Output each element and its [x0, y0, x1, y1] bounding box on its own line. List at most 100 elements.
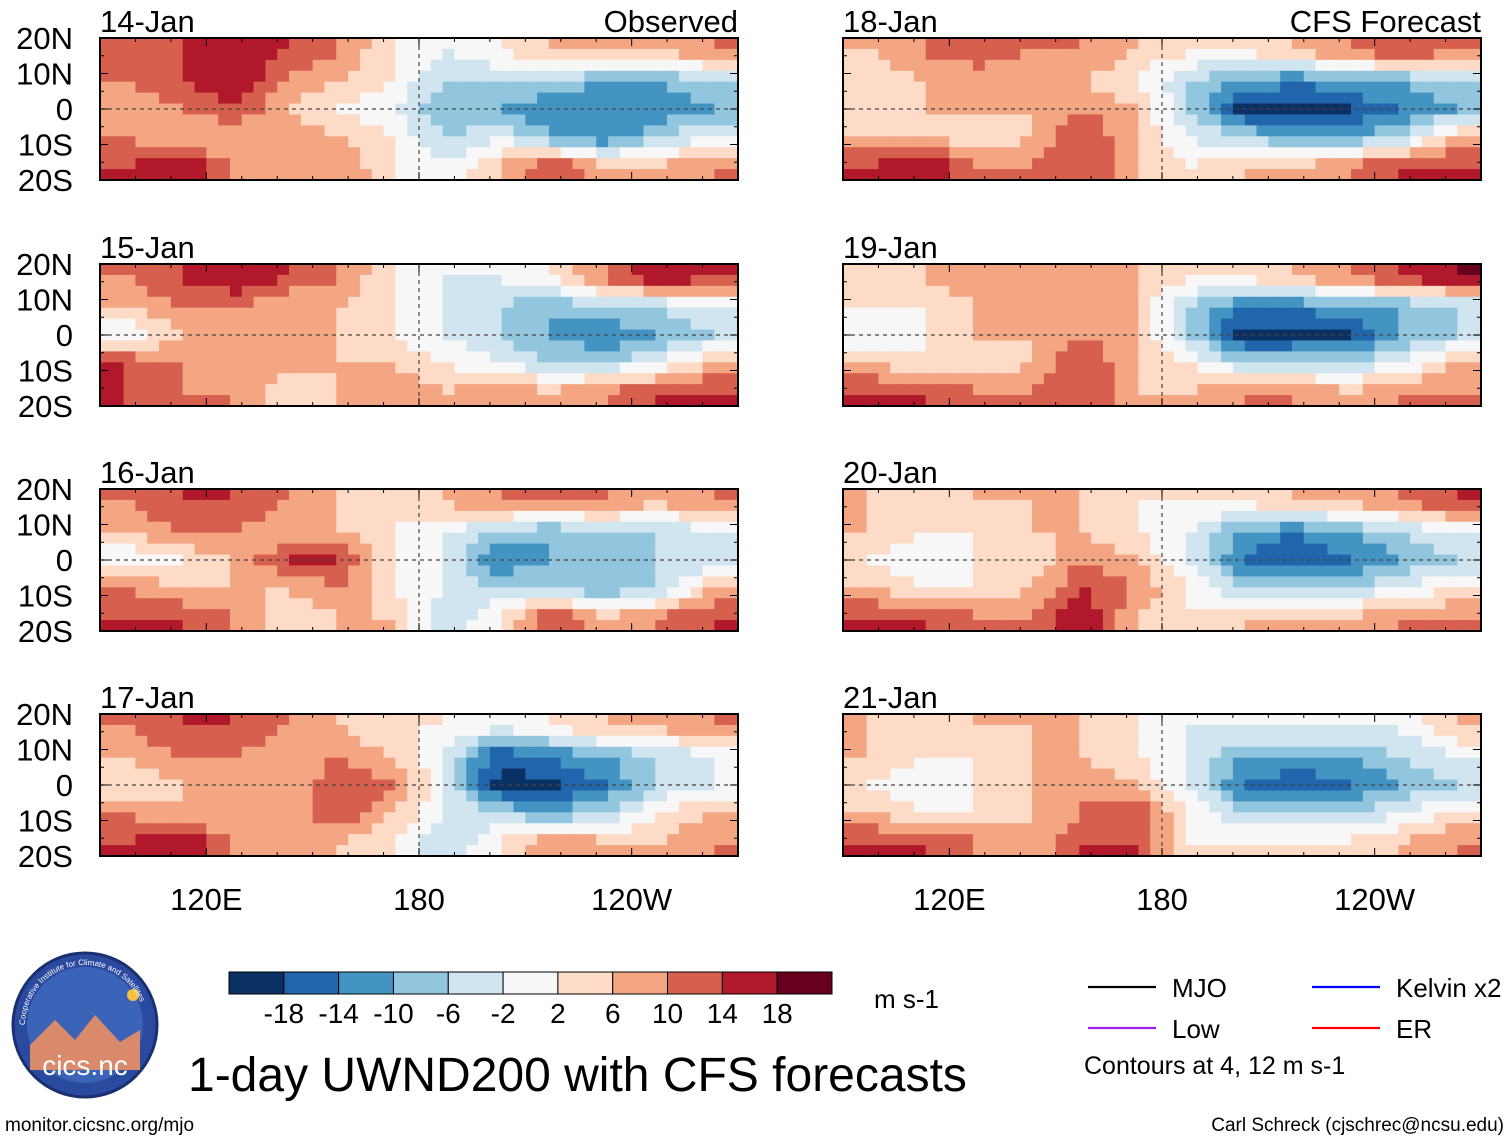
field-cell	[383, 565, 396, 577]
field-cell	[537, 38, 550, 50]
field-cell	[1445, 114, 1458, 126]
field-cell	[147, 620, 160, 632]
field-cell	[537, 70, 550, 83]
field-cell	[1374, 307, 1388, 320]
field-cell	[454, 489, 467, 501]
field-cell	[336, 587, 349, 599]
field-cell	[596, 609, 609, 621]
field-cell	[1091, 92, 1104, 105]
field-cell	[996, 499, 1009, 512]
field-cell	[489, 103, 503, 116]
field-cell	[501, 587, 515, 599]
lat-tick-label: 20S	[18, 614, 73, 649]
field-cell	[537, 114, 550, 126]
field-cell	[348, 264, 361, 276]
field-cell	[289, 296, 302, 309]
field-cell	[1020, 81, 1033, 94]
field-cell	[1126, 499, 1139, 512]
field-cell	[300, 395, 314, 407]
field-cell	[643, 147, 656, 159]
field-cell	[525, 103, 538, 116]
field-cell	[854, 351, 868, 363]
field-cell	[843, 384, 856, 396]
field-cell	[1185, 158, 1199, 170]
field-cell	[1102, 318, 1116, 331]
field-cell	[619, 92, 633, 105]
field-cell	[100, 587, 113, 599]
field-cell	[1351, 543, 1364, 556]
field-cell	[123, 779, 137, 792]
field-cell	[878, 38, 891, 50]
field-cell	[890, 70, 903, 83]
field-cell	[1008, 136, 1021, 148]
field-cell	[265, 285, 278, 298]
field-cell	[667, 735, 680, 748]
field-cell	[123, 340, 137, 352]
lat-tick-label: 0	[56, 92, 73, 127]
field-cell	[159, 38, 172, 50]
field-cell	[300, 59, 314, 72]
field-cell	[194, 38, 207, 50]
field-cell	[147, 362, 160, 374]
field-cell	[135, 114, 148, 126]
field-cell	[1067, 274, 1080, 287]
field-cell	[123, 318, 137, 331]
field-cell	[395, 384, 408, 396]
field-cell	[253, 285, 266, 298]
field-cell	[466, 565, 479, 577]
field-cell	[430, 81, 444, 94]
field-cell	[560, 351, 574, 363]
field-cell	[229, 340, 243, 352]
field-cell	[1067, 81, 1080, 94]
field-cell	[560, 395, 574, 407]
field-cell	[383, 609, 396, 621]
field-cell	[1020, 125, 1033, 137]
field-cell	[430, 136, 444, 148]
field-cell	[631, 746, 645, 759]
field-cell	[300, 735, 314, 748]
field-cell	[1433, 92, 1447, 105]
field-cell	[1185, 362, 1199, 374]
field-cell	[478, 136, 491, 148]
field-cell	[702, 812, 715, 824]
field-cell	[359, 543, 373, 556]
field-cell	[843, 362, 856, 374]
field-cell	[913, 395, 927, 407]
field-cell	[135, 92, 148, 105]
field-cell	[1067, 307, 1080, 320]
field-cell	[170, 264, 184, 276]
field-cell	[1351, 521, 1364, 534]
field-cell	[1102, 264, 1116, 276]
field-cell	[501, 38, 515, 50]
field-cell	[466, 620, 479, 632]
field-cell	[1469, 521, 1482, 534]
field-cell	[608, 499, 621, 512]
field-cell	[100, 285, 113, 298]
field-cell	[667, 598, 680, 610]
field-cell	[1291, 92, 1305, 105]
field-cell	[1291, 521, 1305, 534]
field-cell	[229, 125, 243, 137]
field-cell	[1197, 147, 1210, 159]
field-cell	[123, 48, 137, 61]
field-cell	[359, 318, 373, 331]
field-cell	[690, 48, 704, 61]
field-cell	[1280, 521, 1293, 534]
field-cell	[442, 801, 456, 813]
field-cell	[135, 834, 148, 846]
field-cell	[1327, 532, 1340, 545]
field-cell	[1386, 543, 1399, 556]
field-cell	[1374, 296, 1388, 309]
field-cell	[442, 329, 456, 342]
field-cell	[714, 845, 727, 857]
field-cell	[1268, 70, 1281, 83]
field-cell	[1433, 264, 1447, 276]
field-cell	[1303, 307, 1317, 320]
field-cell	[1445, 340, 1458, 352]
field-cell	[501, 329, 515, 342]
field-cell	[548, 92, 562, 105]
field-cell	[147, 147, 160, 159]
field-cell	[1410, 340, 1423, 352]
field-cell	[1185, 296, 1199, 309]
field-cell	[277, 147, 290, 159]
